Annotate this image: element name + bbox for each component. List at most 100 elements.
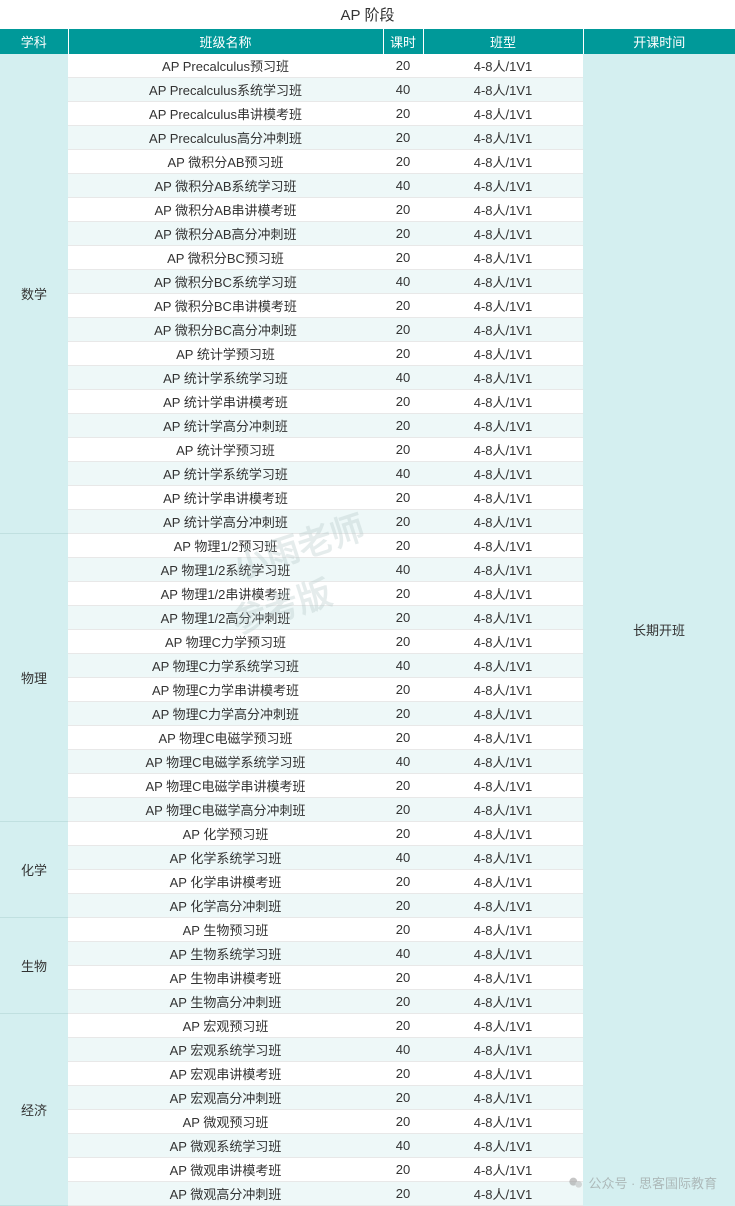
hours-cell: 20 [383, 822, 423, 846]
table-title-row: AP 阶段 [0, 0, 735, 29]
classtype-cell: 4-8人/1V1 [423, 1158, 583, 1182]
hours-cell: 20 [383, 918, 423, 942]
classname-cell: AP 生物高分冲刺班 [68, 990, 383, 1014]
classname-cell: AP 微积分BC串讲模考班 [68, 294, 383, 318]
hours-cell: 20 [383, 894, 423, 918]
classtype-cell: 4-8人/1V1 [423, 102, 583, 126]
table-header-row: 学科 班级名称 课时 班型 开课时间 [0, 29, 735, 54]
classtype-cell: 4-8人/1V1 [423, 894, 583, 918]
hours-cell: 20 [383, 726, 423, 750]
classname-cell: AP 统计学高分冲刺班 [68, 510, 383, 534]
classtype-cell: 4-8人/1V1 [423, 1134, 583, 1158]
classname-cell: AP 物理C电磁学系统学习班 [68, 750, 383, 774]
classtype-cell: 4-8人/1V1 [423, 870, 583, 894]
classname-cell: AP 统计学预习班 [68, 342, 383, 366]
hours-cell: 20 [383, 102, 423, 126]
classtype-cell: 4-8人/1V1 [423, 942, 583, 966]
classtype-cell: 4-8人/1V1 [423, 78, 583, 102]
classtype-cell: 4-8人/1V1 [423, 1062, 583, 1086]
hours-cell: 20 [383, 774, 423, 798]
hours-cell: 20 [383, 294, 423, 318]
classtype-cell: 4-8人/1V1 [423, 558, 583, 582]
hours-cell: 20 [383, 486, 423, 510]
hours-cell: 20 [383, 990, 423, 1014]
classname-cell: AP 物理C电磁学预习班 [68, 726, 383, 750]
classname-cell: AP Precalculus系统学习班 [68, 78, 383, 102]
header-schedule: 开课时间 [583, 29, 735, 54]
classtype-cell: 4-8人/1V1 [423, 1182, 583, 1206]
hours-cell: 20 [383, 870, 423, 894]
classname-cell: AP 物理C力学预习班 [68, 630, 383, 654]
hours-cell: 40 [383, 846, 423, 870]
classname-cell: AP 微观高分冲刺班 [68, 1182, 383, 1206]
classtype-cell: 4-8人/1V1 [423, 366, 583, 390]
classtype-cell: 4-8人/1V1 [423, 846, 583, 870]
hours-cell: 20 [383, 966, 423, 990]
hours-cell: 20 [383, 342, 423, 366]
classtype-cell: 4-8人/1V1 [423, 582, 583, 606]
subject-cell: 物理 [0, 534, 68, 822]
classname-cell: AP 物理C力学高分冲刺班 [68, 702, 383, 726]
classname-cell: AP 宏观串讲模考班 [68, 1062, 383, 1086]
hours-cell: 20 [383, 1086, 423, 1110]
classtype-cell: 4-8人/1V1 [423, 702, 583, 726]
hours-cell: 20 [383, 1110, 423, 1134]
hours-cell: 20 [383, 678, 423, 702]
header-classtype: 班型 [423, 29, 583, 54]
subject-cell: 数学 [0, 54, 68, 534]
classname-cell: AP 物理1/2串讲模考班 [68, 582, 383, 606]
classname-cell: AP Precalculus串讲模考班 [68, 102, 383, 126]
classname-cell: AP 微积分BC高分冲刺班 [68, 318, 383, 342]
classname-cell: AP 物理1/2高分冲刺班 [68, 606, 383, 630]
hours-cell: 40 [383, 942, 423, 966]
hours-cell: 40 [383, 750, 423, 774]
classtype-cell: 4-8人/1V1 [423, 438, 583, 462]
classtype-cell: 4-8人/1V1 [423, 486, 583, 510]
hours-cell: 20 [383, 534, 423, 558]
hours-cell: 20 [383, 1062, 423, 1086]
classtype-cell: 4-8人/1V1 [423, 342, 583, 366]
hours-cell: 20 [383, 630, 423, 654]
classname-cell: AP Precalculus预习班 [68, 54, 383, 78]
schedule-cell: 长期开班 [583, 54, 735, 1206]
hours-cell: 20 [383, 318, 423, 342]
classname-cell: AP 微观系统学习班 [68, 1134, 383, 1158]
classtype-cell: 4-8人/1V1 [423, 294, 583, 318]
hours-cell: 20 [383, 582, 423, 606]
classtype-cell: 4-8人/1V1 [423, 246, 583, 270]
hours-cell: 20 [383, 438, 423, 462]
classname-cell: AP 物理C电磁学串讲模考班 [68, 774, 383, 798]
table-row: 数学AP Precalculus预习班204-8人/1V1长期开班 [0, 54, 735, 78]
classtype-cell: 4-8人/1V1 [423, 606, 583, 630]
classname-cell: AP 统计学系统学习班 [68, 462, 383, 486]
classtype-cell: 4-8人/1V1 [423, 1086, 583, 1110]
classname-cell: AP 统计学系统学习班 [68, 366, 383, 390]
classname-cell: AP 物理C力学系统学习班 [68, 654, 383, 678]
table-title: AP 阶段 [0, 0, 735, 29]
classtype-cell: 4-8人/1V1 [423, 822, 583, 846]
classname-cell: AP 物理1/2系统学习班 [68, 558, 383, 582]
classtype-cell: 4-8人/1V1 [423, 678, 583, 702]
hours-cell: 20 [383, 54, 423, 78]
classname-cell: AP Precalculus高分冲刺班 [68, 126, 383, 150]
classname-cell: AP 化学预习班 [68, 822, 383, 846]
classname-cell: AP 物理C电磁学高分冲刺班 [68, 798, 383, 822]
classtype-cell: 4-8人/1V1 [423, 798, 583, 822]
classtype-cell: 4-8人/1V1 [423, 630, 583, 654]
classname-cell: AP 生物预习班 [68, 918, 383, 942]
hours-cell: 40 [383, 270, 423, 294]
hours-cell: 40 [383, 366, 423, 390]
classname-cell: AP 微积分AB预习班 [68, 150, 383, 174]
classtype-cell: 4-8人/1V1 [423, 918, 583, 942]
classtype-cell: 4-8人/1V1 [423, 174, 583, 198]
hours-cell: 40 [383, 462, 423, 486]
classname-cell: AP 微积分AB高分冲刺班 [68, 222, 383, 246]
hours-cell: 40 [383, 78, 423, 102]
subject-cell: 经济 [0, 1014, 68, 1206]
course-table-wrapper: AP 阶段 学科 班级名称 课时 班型 开课时间 数学AP Precalculu… [0, 0, 735, 1206]
subject-cell: 生物 [0, 918, 68, 1014]
classname-cell: AP 物理C力学串讲模考班 [68, 678, 383, 702]
classtype-cell: 4-8人/1V1 [423, 462, 583, 486]
classtype-cell: 4-8人/1V1 [423, 966, 583, 990]
classname-cell: AP 物理1/2预习班 [68, 534, 383, 558]
